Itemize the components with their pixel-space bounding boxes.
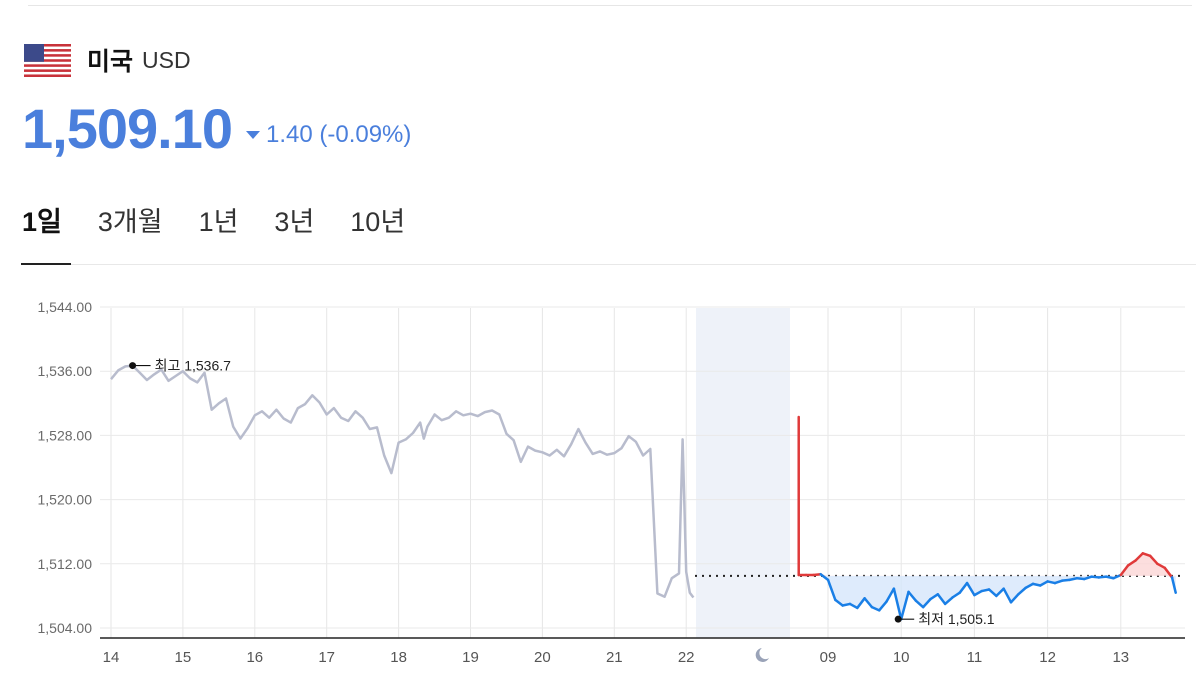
series-segment-today — [1163, 566, 1174, 579]
series-segment-today — [929, 593, 940, 601]
series-segment-today — [863, 597, 874, 609]
price-change: 1.40 (-0.09%) — [245, 120, 412, 149]
x-tick-label: 17 — [318, 649, 335, 666]
series-segment-today — [1039, 580, 1049, 587]
series-segment-today — [907, 590, 918, 602]
series-segment-today — [1119, 564, 1130, 577]
tab-3y[interactable]: 3년 — [274, 207, 315, 237]
period-tabs: 1일 3개월 1년 3년 10년 — [22, 200, 441, 239]
series-segment-today — [951, 591, 962, 599]
series-segment-today — [943, 596, 954, 606]
series-segment-today — [834, 598, 844, 607]
x-tick-label: 12 — [1039, 649, 1056, 666]
series-segment-today — [870, 605, 881, 612]
x-tick-label: 20 — [534, 649, 551, 666]
series-segment-today — [819, 572, 830, 582]
x-tick-label: 19 — [462, 649, 479, 666]
series-segment-today — [921, 597, 932, 609]
area-below-close — [798, 575, 1176, 620]
x-tick-label: 18 — [390, 649, 407, 666]
series-segment-today — [1156, 562, 1166, 570]
series-segment-today — [1009, 593, 1020, 604]
series-line-previous-days — [110, 364, 695, 599]
top-divider — [28, 5, 1192, 6]
series-segment-today — [892, 587, 903, 621]
y-tick-label: 1,520.00 — [38, 492, 93, 508]
quote-row: 1,509.10 1.40 (-0.09%) — [22, 96, 411, 161]
series-segment-today — [1017, 586, 1027, 596]
down-caret-icon — [245, 130, 260, 139]
moon-icon — [755, 648, 769, 662]
series-segment-today — [1170, 576, 1177, 594]
tab-1d[interactable]: 1일 — [22, 207, 62, 237]
series-segment-today — [1002, 587, 1013, 604]
tabs-divider — [21, 264, 1196, 265]
series-segment-today — [848, 602, 859, 610]
tab-1y[interactable]: 1년 — [198, 207, 239, 237]
series-segment-today — [1134, 552, 1145, 562]
currency-code: USD — [142, 46, 191, 73]
series-segment-today — [1024, 582, 1035, 590]
y-tick-label: 1,504.00 — [38, 620, 93, 636]
currency-header: 미국 USD — [24, 42, 191, 78]
x-tick-label: 14 — [103, 649, 120, 666]
series-segment-today — [899, 590, 910, 621]
series-segment-today — [958, 581, 969, 594]
area-above-close — [798, 553, 1176, 576]
y-tick-label: 1,512.00 — [38, 556, 93, 572]
series-segment-today — [914, 599, 925, 609]
series-segment-today — [1141, 552, 1152, 558]
series-segment-today — [1053, 579, 1064, 585]
y-tick-label: 1,528.00 — [38, 427, 93, 443]
tab-10y[interactable]: 10년 — [350, 207, 406, 237]
x-tick-label: 13 — [1112, 649, 1129, 666]
us-flag-icon — [24, 43, 71, 77]
series-segment-today — [965, 581, 976, 597]
low-label: 최저 1,505.1 — [918, 611, 995, 627]
tab-3m[interactable]: 3개월 — [97, 207, 163, 237]
series-segment-today — [885, 587, 896, 603]
high-label: 최고 1,536.7 — [155, 358, 232, 374]
series-segment-today — [936, 593, 947, 606]
x-tick-label: 15 — [175, 649, 192, 666]
series-segment-today — [987, 588, 998, 598]
series-segment-today — [1112, 573, 1123, 580]
x-tick-label: 10 — [893, 649, 910, 666]
x-tick-label: 11 — [967, 649, 983, 666]
active-tab-indicator — [21, 263, 71, 265]
x-tick-label: 16 — [246, 649, 263, 666]
price-change-value: 1.40 (-0.09%) — [265, 120, 412, 148]
current-price: 1,509.10 — [22, 97, 233, 160]
series-segment-today — [826, 578, 837, 602]
x-tick-label: 22 — [678, 649, 695, 666]
series-segment-today — [877, 600, 888, 612]
exchange-rate-chart: 1,544.00 1,536.00 1,528.00 1,520.00 1,512.00… — [38, 299, 1185, 666]
country-name: 미국 — [87, 48, 134, 76]
night-session-shade — [696, 308, 790, 638]
series-segment-today — [995, 587, 1005, 598]
series-segment-today — [856, 597, 866, 610]
series-segment-today — [1126, 559, 1137, 567]
x-tick-label: 09 — [820, 649, 837, 666]
x-tick-label: 21 — [606, 649, 623, 666]
series-segment-today — [1148, 554, 1159, 566]
series-segment-today — [973, 589, 983, 597]
y-tick-label: 1,544.00 — [38, 299, 93, 315]
y-tick-label: 1,536.00 — [38, 363, 93, 379]
series-segment-today — [1082, 575, 1093, 581]
